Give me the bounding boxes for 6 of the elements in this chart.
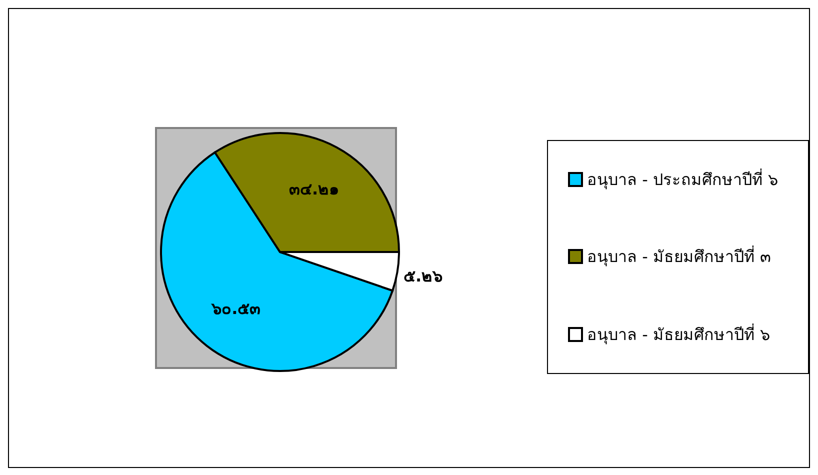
legend-label: อนุบาล - ประถมศึกษาปีที่ ๖ [587, 168, 778, 192]
legend-label: อนุบาล - มัธยมศึกษาปีที่ ๖ [587, 322, 770, 346]
data-label: ๕.๒๖ [403, 266, 443, 286]
data-label: ๖๐.๕๓ [210, 298, 261, 318]
legend-label: อนุบาล - มัธยมศึกษาปีที่ ๓ [587, 244, 772, 268]
data-label: ๓๔.๒๑ [288, 180, 340, 199]
